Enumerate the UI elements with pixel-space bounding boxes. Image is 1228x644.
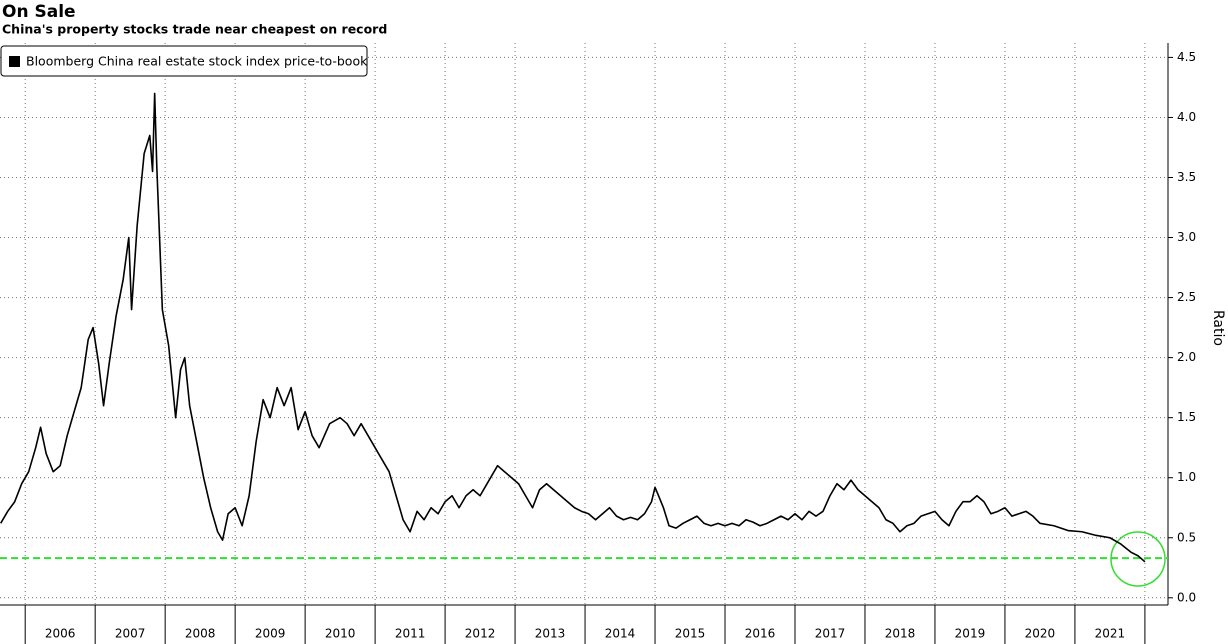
y-tick-label: 3.0 bbox=[1177, 230, 1196, 244]
x-tick-label: 2007 bbox=[115, 627, 146, 641]
y-tick-label: 1.0 bbox=[1177, 470, 1196, 484]
y-tick-label: 2.5 bbox=[1177, 290, 1196, 304]
x-tick-label: 2015 bbox=[675, 627, 706, 641]
chart-title: On Sale bbox=[2, 2, 76, 22]
x-tick-label: 2006 bbox=[45, 627, 76, 641]
legend-label: Bloomberg China real estate stock index … bbox=[26, 54, 368, 69]
x-tick-label: 2018 bbox=[885, 627, 916, 641]
x-tick-label: 2017 bbox=[815, 627, 846, 641]
x-tick-label: 2016 bbox=[745, 627, 776, 641]
x-tick-label: 2011 bbox=[395, 627, 426, 641]
legend-swatch bbox=[9, 56, 20, 67]
legend-box bbox=[0, 45, 368, 77]
x-tick-label: 2019 bbox=[955, 627, 986, 641]
y-axis-label: Ratio bbox=[1210, 310, 1226, 346]
y-tick-label: 2.0 bbox=[1177, 350, 1196, 364]
y-tick-label: 3.5 bbox=[1177, 170, 1196, 184]
x-tick-label: 2014 bbox=[605, 627, 636, 641]
x-tick-label: 2008 bbox=[185, 627, 216, 641]
legend: Bloomberg China real estate stock index … bbox=[0, 45, 368, 77]
x-tick-label: 2021 bbox=[1095, 627, 1126, 641]
y-tick-label: 0.0 bbox=[1177, 590, 1196, 604]
chart-subtitle: China's property stocks trade near cheap… bbox=[2, 22, 387, 37]
y-tick-label: 4.5 bbox=[1177, 50, 1196, 64]
x-tick-label: 2009 bbox=[255, 627, 286, 641]
y-tick-label: 4.0 bbox=[1177, 110, 1196, 124]
x-tick-label: 2020 bbox=[1025, 627, 1056, 641]
x-tick-label: 2010 bbox=[325, 627, 356, 641]
x-tick-label: 2013 bbox=[535, 627, 566, 641]
x-tick-label: 2012 bbox=[465, 627, 496, 641]
y-tick-label: 1.5 bbox=[1177, 410, 1196, 424]
data-line bbox=[0, 92, 1146, 563]
y-tick-label: 0.5 bbox=[1177, 530, 1196, 544]
